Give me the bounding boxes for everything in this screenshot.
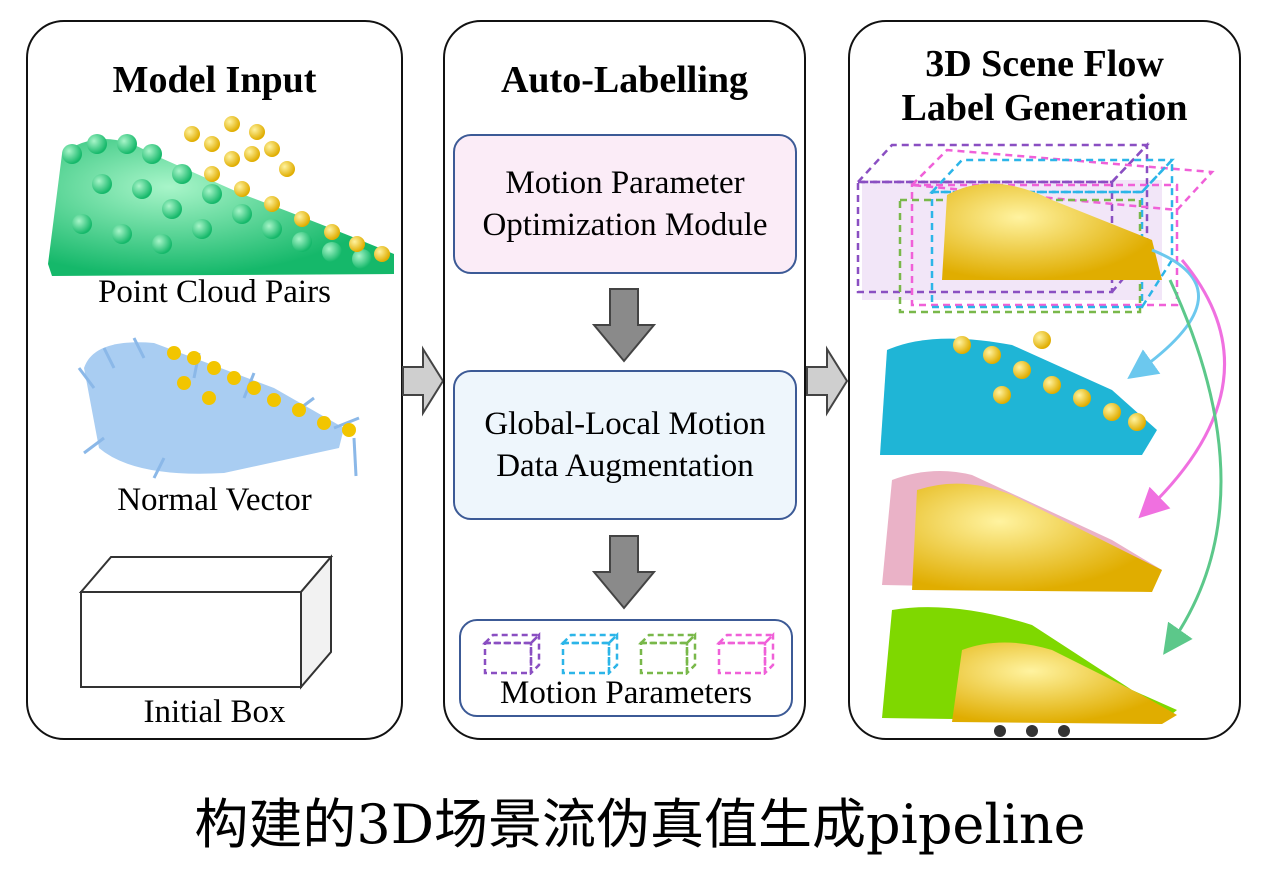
boxed-point-cloud	[855, 141, 1215, 314]
scene-flow-title: 3D Scene Flow Label Generation	[901, 43, 1188, 129]
ellipsis-icon	[994, 725, 1070, 737]
normal-vector-image	[77, 337, 360, 479]
point-cloud-pairs-label: Point Cloud Pairs	[98, 274, 331, 310]
figure-caption: 构建的3D场景流伪真值生成pipeline	[194, 793, 1086, 856]
dashed-boxes-icon	[481, 631, 777, 675]
point-cloud-pairs-image	[48, 116, 394, 276]
right-arrow-icon	[402, 345, 445, 417]
normal-vector-label: Normal Vector	[117, 482, 312, 518]
module-label: Motion Parameter Optimization Module	[482, 165, 768, 243]
flow-arrow-icon	[1127, 248, 1201, 379]
initial-box-icon	[78, 554, 334, 690]
module-label: Global-Local Motion Data Augmentation	[484, 406, 766, 484]
model-input-panel: Model Input Point Cloud Pairs	[26, 20, 403, 740]
initial-box-label: Initial Box	[143, 694, 286, 730]
global-local-motion-augmentation-module: Global-Local Motion Data Augmentation	[453, 370, 797, 520]
down-arrow-icon	[592, 288, 656, 363]
flow-arrow-icon	[1138, 259, 1226, 519]
auto-labelling-title: Auto-Labelling	[500, 59, 749, 101]
scene-flow-visualization	[855, 141, 1226, 724]
auto-labelling-panel: Auto-Labelling Motion Parameter Optimiza…	[443, 20, 806, 740]
cyan-scan	[880, 331, 1157, 455]
motion-parameter-optimization-module: Motion Parameter Optimization Module	[453, 134, 797, 274]
down-arrow-icon	[592, 535, 656, 610]
scene-flow-output-panel: 3D Scene Flow Label Generation	[848, 20, 1241, 740]
motion-parameters-box: Motion Parameters	[459, 619, 793, 717]
right-arrow-icon	[806, 345, 849, 417]
lime-scan	[882, 607, 1177, 724]
pink-scan	[882, 471, 1162, 592]
flow-arrow-icon	[1163, 279, 1223, 655]
motion-parameters-label: Motion Parameters	[499, 675, 753, 711]
model-input-title: Model Input	[112, 59, 317, 101]
